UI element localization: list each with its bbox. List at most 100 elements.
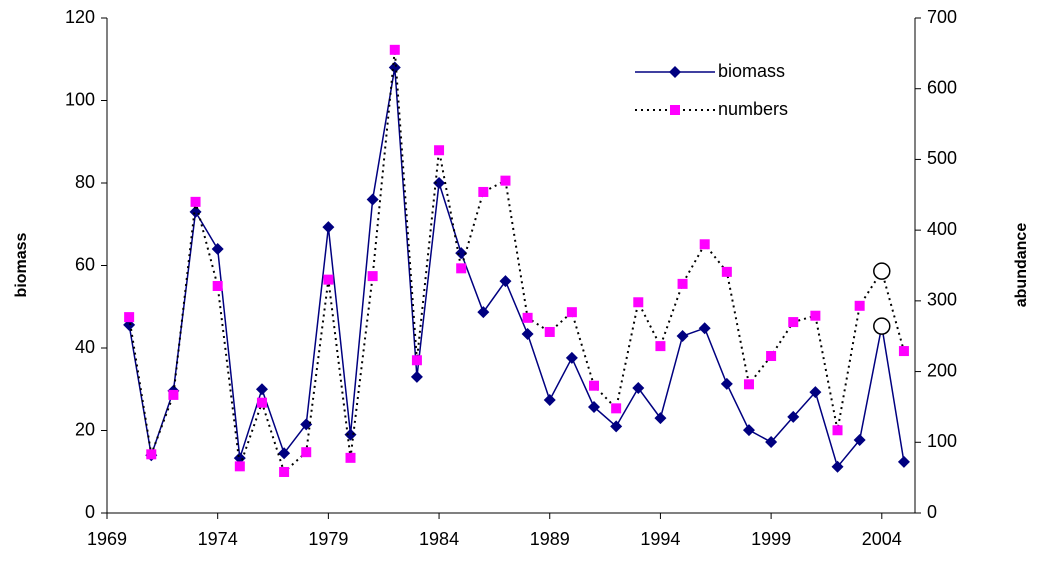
y-tick-label: 80	[75, 172, 95, 192]
data-point	[589, 380, 600, 391]
data-point	[655, 341, 666, 352]
data-point	[366, 193, 379, 206]
x-tick-label: 1969	[87, 529, 127, 549]
data-point	[544, 326, 555, 337]
data-point	[543, 393, 556, 406]
data-point	[632, 382, 645, 395]
data-point	[566, 307, 577, 318]
y-tick-label: 100	[65, 89, 95, 109]
x-tick-label: 1994	[640, 529, 680, 549]
data-point	[521, 327, 534, 340]
data-point	[765, 436, 778, 449]
series-line	[128, 67, 905, 469]
data-point	[190, 196, 201, 207]
data-point	[278, 447, 291, 460]
data-point	[788, 317, 799, 328]
x-tick-label: 1974	[198, 529, 238, 549]
data-point	[832, 425, 843, 436]
data-point	[500, 175, 511, 186]
data-point	[853, 433, 866, 446]
data-point	[168, 389, 179, 400]
y2-tick-label: 0	[927, 502, 937, 522]
data-point	[279, 466, 290, 477]
y-axis-title: biomass	[13, 232, 30, 297]
y-tick-label: 0	[85, 502, 95, 522]
data-point	[611, 403, 622, 414]
data-point	[300, 418, 313, 431]
y2-tick-label: 700	[927, 7, 957, 27]
data-point	[255, 383, 268, 396]
data-point	[322, 221, 335, 234]
highlight-point	[873, 317, 891, 335]
legend-label: biomass	[718, 61, 785, 81]
data-point	[898, 346, 909, 357]
data-point	[721, 266, 732, 277]
data-point	[699, 239, 710, 250]
data-point	[455, 247, 468, 260]
data-point	[633, 297, 644, 308]
data-point	[433, 177, 446, 189]
data-point	[301, 447, 312, 458]
x-tick-label: 1999	[751, 529, 791, 549]
legend-label: numbers	[718, 99, 788, 119]
data-point	[478, 186, 489, 197]
y2-axis-title: abundance	[1013, 223, 1030, 308]
data-point	[389, 44, 400, 55]
data-point	[477, 306, 490, 319]
data-point	[809, 386, 822, 399]
data-point	[234, 461, 245, 472]
y2-tick-label: 400	[927, 219, 957, 239]
x-tick-label: 1979	[308, 529, 348, 549]
data-point	[766, 351, 777, 362]
data-point	[388, 61, 401, 74]
y-tick-label: 20	[75, 419, 95, 439]
data-point	[742, 424, 755, 437]
data-point	[676, 330, 689, 343]
highlight-point	[873, 262, 891, 280]
data-point	[787, 410, 800, 423]
data-point	[411, 355, 422, 366]
y-tick-label: 120	[65, 7, 95, 27]
data-point	[654, 412, 667, 425]
data-point	[124, 312, 135, 323]
y2-tick-label: 300	[927, 290, 957, 310]
data-point	[344, 428, 357, 441]
data-point	[565, 351, 578, 364]
data-point	[146, 449, 157, 460]
data-point	[522, 312, 533, 323]
series-line	[128, 49, 905, 474]
data-point	[367, 271, 378, 282]
y2-tick-label: 600	[927, 77, 957, 97]
data-point	[610, 420, 623, 433]
y2-tick-label: 200	[927, 360, 957, 380]
data-point	[456, 263, 467, 274]
data-point	[410, 370, 423, 383]
x-tick-label: 2004	[862, 529, 902, 549]
data-point	[743, 379, 754, 390]
data-point	[189, 205, 202, 218]
data-point	[233, 452, 246, 465]
y2-tick-label: 100	[927, 431, 957, 451]
data-point	[677, 278, 688, 289]
data-point	[434, 145, 445, 156]
data-point	[256, 397, 267, 408]
data-point	[323, 274, 334, 285]
data-point	[897, 455, 910, 468]
data-point	[345, 452, 356, 463]
y-tick-label: 60	[75, 254, 95, 274]
data-point	[831, 460, 844, 473]
data-point	[499, 275, 512, 288]
legend-marker	[670, 105, 680, 115]
x-tick-label: 1984	[419, 529, 459, 549]
y-tick-label: 40	[75, 337, 95, 357]
data-point	[854, 300, 865, 311]
data-point	[211, 243, 224, 255]
legend-marker	[669, 66, 681, 78]
data-point	[720, 377, 733, 390]
x-tick-label: 1989	[530, 529, 570, 549]
data-point	[698, 322, 711, 335]
data-point	[588, 400, 601, 413]
data-point	[810, 310, 821, 321]
